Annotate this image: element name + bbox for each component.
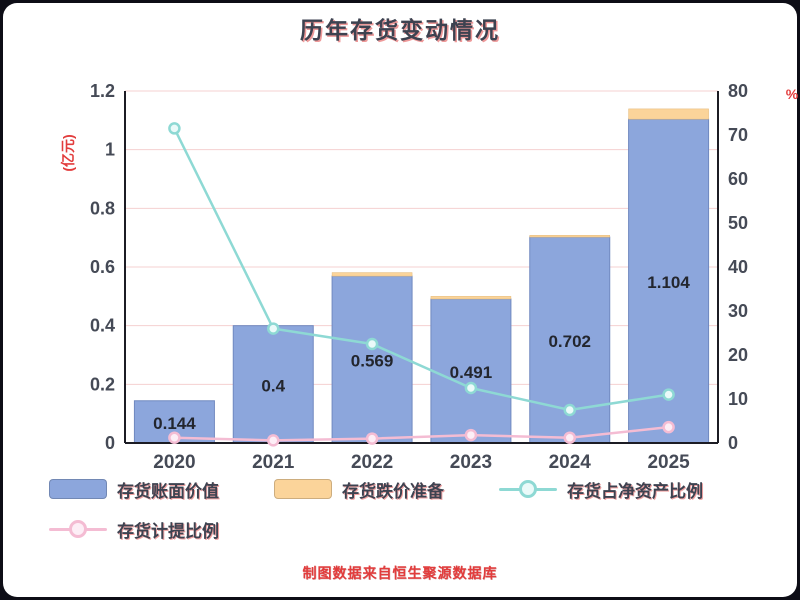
right-axis-tick: 0	[728, 433, 738, 453]
line-marker	[563, 431, 576, 444]
bar-value-label: 0.491	[450, 363, 493, 382]
left-axis-tick: 0.2	[90, 374, 115, 394]
bar-depreciation-cap	[331, 272, 413, 277]
bar-book-value	[331, 275, 413, 444]
right-axis-tick: 60	[728, 169, 748, 189]
right-axis-tick: 70	[728, 125, 748, 145]
legend-row-2: 存货计提比例	[49, 509, 779, 549]
bar-value-label: 0.4	[261, 376, 285, 395]
data-source-note: 制图数据来自恒生聚源数据库	[302, 565, 498, 581]
chart-svg: 0 0.2 0.4 0.6 0.8 1 1.2 0 10 20 30 40 50 60 70 80 0.144 0…	[60, 81, 799, 473]
bar-value-label: 0.144	[153, 414, 196, 433]
line-marker	[464, 381, 478, 395]
x-axis-year-label: 2022	[351, 452, 393, 473]
right-axis-tick: 80	[728, 81, 748, 101]
bar-swatch-icon	[49, 479, 107, 499]
bar-depreciation-cap	[430, 296, 512, 300]
left-axis-tick: 0.6	[90, 257, 115, 277]
line-存货占净资产比例	[173, 127, 669, 412]
line-marker	[662, 420, 675, 434]
left-axis-unit-label: (亿元)	[60, 134, 76, 171]
line-marker	[662, 388, 675, 401]
bar-book-value	[232, 325, 314, 444]
x-axis-year-label: 2021	[252, 452, 295, 473]
chart-title: 历年存货变动情况	[300, 17, 500, 43]
right-axis-tick: 40	[728, 257, 748, 277]
legend-label: 存货账面价值	[117, 481, 219, 501]
legend-item-provision-ratio: 存货计提比例	[49, 517, 274, 542]
line-marker	[365, 432, 379, 445]
bar-value-label: 0.702	[548, 332, 591, 351]
legend-item-depreciation-reserve: 存货跌价准备	[274, 477, 499, 502]
legend-item-book-value: 存货账面价值	[49, 477, 274, 502]
chart-card: 历年存货变动情况 0 0.2 0.4 0.6 0.8 1 1.2 0 10 20 30 40 50 60 7…	[3, 3, 799, 597]
line-存货计提比例	[174, 425, 669, 442]
right-axis-tick: 20	[728, 345, 748, 365]
legend-row-1: 存货账面价值 存货跌价准备 存货占净资产比例	[49, 469, 779, 509]
right-axis-tick: 30	[728, 301, 748, 321]
x-axis-year-label: 2023	[450, 452, 492, 473]
left-axis-tick: 0	[105, 433, 115, 453]
line-marker	[168, 431, 181, 444]
line-marker	[267, 434, 280, 447]
line-marker	[563, 403, 576, 417]
left-axis-tick: 1	[105, 140, 115, 160]
right-axis-unit-label: %	[786, 86, 799, 102]
legend-label: 存货占净资产比例	[567, 481, 703, 501]
line-marker	[365, 337, 379, 351]
bar-depreciation-cap	[628, 108, 709, 120]
left-axis-tick: 1.2	[90, 81, 115, 101]
x-axis-year-label: 2024	[549, 452, 592, 473]
x-axis-year-label: 2025	[647, 452, 690, 473]
bar-depreciation-cap	[529, 235, 610, 238]
x-axis-year-label: 2020	[153, 452, 195, 473]
line-marker	[168, 122, 181, 135]
legend-label: 存货跌价准备	[342, 481, 444, 501]
legend-label: 存货计提比例	[117, 521, 219, 541]
bar-value-label: 0.569	[351, 352, 394, 371]
line-marker	[464, 428, 478, 442]
right-axis-tick: 10	[728, 389, 748, 409]
line-marker	[267, 322, 280, 335]
left-axis-tick: 0.8	[90, 198, 115, 218]
line-marker-swatch-icon	[49, 519, 107, 539]
left-axis-tick: 0.4	[90, 316, 115, 336]
legend: 存货账面价值 存货跌价准备 存货占净资产比例 存货计提比例	[49, 469, 779, 549]
bar-value-label: 1.104	[647, 273, 690, 292]
legend-item-net-asset-ratio: 存货占净资产比例	[499, 477, 724, 502]
bar-swatch-icon	[274, 479, 332, 499]
line-marker-swatch-icon	[499, 479, 557, 499]
right-axis-tick: 50	[728, 213, 748, 233]
